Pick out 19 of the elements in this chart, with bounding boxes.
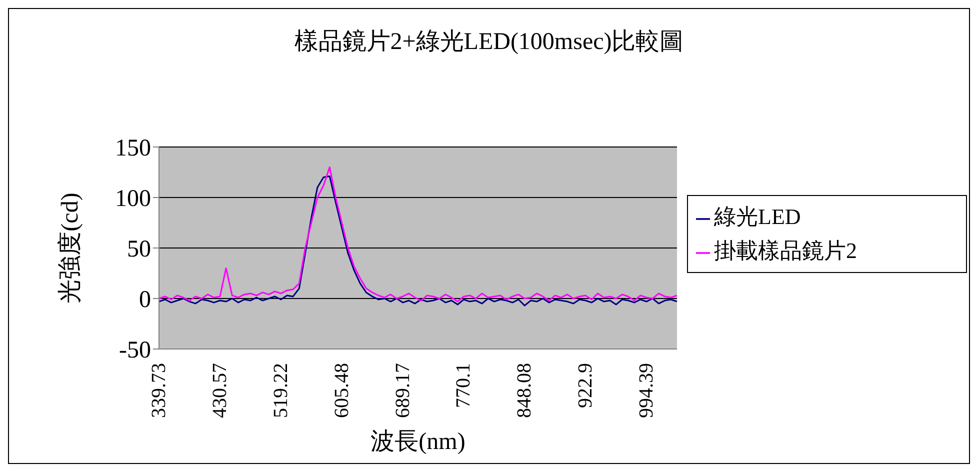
y-tick-label: 100 [115, 186, 151, 212]
x-tick-label: 430.57 [208, 363, 231, 418]
legend-label: 綠光LED [714, 204, 801, 229]
y-axis-title: 光強度(cd) [56, 192, 84, 304]
x-axis-title: 波長(nm) [370, 429, 466, 455]
x-tick-label: 922.9 [574, 363, 597, 408]
x-tick-label: 519.22 [270, 363, 292, 418]
x-tick-label: 848.08 [514, 363, 536, 418]
x-tick-label: 605.48 [330, 363, 353, 418]
x-tick-label: 339.73 [148, 363, 170, 418]
legend-label: 掛載樣品鏡片2 [714, 238, 857, 263]
x-tick-label: 994.39 [636, 363, 658, 418]
x-tick-label: 770.1 [452, 363, 475, 408]
y-tick-label: -50 [119, 338, 151, 364]
chart-title: 樣品鏡片2+綠光LED(100msec)比較圖 [293, 28, 685, 57]
y-tick-label: 50 [127, 236, 151, 263]
y-tick-label: 150 [115, 136, 151, 162]
y-tick-label: 0 [139, 287, 151, 314]
x-tick-label: 689.17 [392, 363, 414, 418]
